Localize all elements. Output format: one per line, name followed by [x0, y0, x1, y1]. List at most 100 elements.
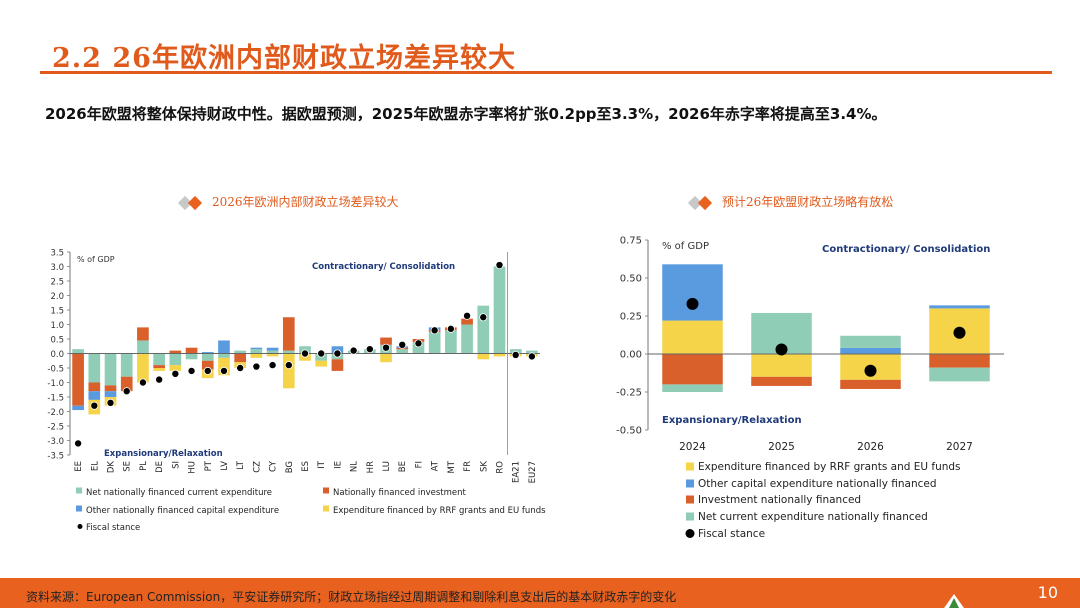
- bar-segment: [929, 305, 990, 309]
- legend-label: Other capital expenditure nationally fin…: [698, 478, 937, 490]
- bar-segment: [153, 368, 165, 371]
- bar-segment: [315, 360, 328, 367]
- fiscal-stance-point: [171, 369, 180, 378]
- bar-segment: [218, 340, 230, 354]
- fiscal-stance-point: [479, 313, 488, 322]
- x-category-label: 2025: [768, 441, 795, 453]
- x-category-label: BG: [285, 461, 295, 473]
- bar-segment: [201, 360, 214, 370]
- bar-segment: [201, 353, 214, 361]
- x-category-label: IT: [317, 460, 327, 469]
- footer-source-name: European Commission: [86, 590, 221, 604]
- fiscal-stance-point: [90, 401, 99, 410]
- bar-segment: [662, 320, 723, 354]
- fiscal-stance-point: [775, 343, 788, 356]
- footer-bar: [0, 578, 1080, 608]
- bar-segment: [185, 347, 198, 354]
- y-unit-label: % of GDP: [662, 241, 709, 252]
- fiscal-stance-point: [527, 352, 536, 361]
- bar-segment: [201, 352, 214, 354]
- y-tick-label: -2.5: [47, 423, 64, 433]
- fiscal-stance-point: [511, 350, 520, 359]
- bar-segment: [477, 305, 490, 354]
- legend-swatch: [686, 495, 694, 504]
- legend-swatch: [76, 487, 82, 494]
- bar-segment: [662, 354, 723, 385]
- x-category-label: DK: [107, 461, 117, 474]
- x-category-label: EE: [74, 461, 84, 472]
- slide-title: 2.2 26年欧洲内部财政立场差异较大: [52, 43, 516, 74]
- fiscal-stance-point: [236, 363, 245, 372]
- legend-label: Fiscal stance: [86, 523, 140, 533]
- x-category-label: PT: [204, 460, 214, 471]
- x-category-label: IE: [333, 461, 343, 469]
- x-category-label: LV: [220, 461, 230, 471]
- x-category-label: LU: [382, 461, 392, 472]
- x-category-label: CY: [269, 460, 279, 472]
- bar-segment: [461, 324, 473, 354]
- x-category-label: RO: [495, 461, 505, 474]
- bar-segment: [153, 353, 165, 366]
- bar-segment: [526, 350, 538, 354]
- bar-segment: [282, 317, 295, 351]
- legend-swatch: [686, 462, 694, 471]
- fiscal-stance-point: [495, 261, 504, 270]
- fiscal-stance-point: [430, 326, 439, 335]
- fiscal-stance-point: [187, 366, 196, 375]
- bar-segment: [840, 347, 901, 354]
- annotation-expansionary: Expansionary/Relaxation: [104, 449, 223, 459]
- y-tick-label: 0.00: [620, 350, 642, 361]
- x-category-label: NL: [350, 461, 360, 472]
- bar-segment: [72, 349, 84, 354]
- bar-segment: [396, 349, 409, 354]
- legend-label: Expenditure financed by RRF grants and E…: [333, 506, 546, 516]
- right-chart-title-text: 预计26年欧盟财政立场略有放松: [722, 195, 894, 209]
- x-category-label: AT: [431, 460, 441, 471]
- bar-segment: [169, 350, 182, 354]
- y-tick-label: 0.50: [620, 274, 642, 285]
- x-category-label: FR: [463, 461, 473, 472]
- y-tick-label: 2.5: [50, 278, 64, 288]
- bar-segment: [153, 365, 165, 368]
- x-category-label: PL: [139, 461, 149, 471]
- legend-label: Other nationally financed capital expend…: [86, 506, 279, 516]
- fiscal-stance-point: [252, 362, 261, 371]
- fiscal-stance-point: [398, 340, 407, 349]
- y-tick-label: 0.75: [620, 236, 642, 247]
- x-category-label: BE: [398, 461, 408, 472]
- logo-icon: [944, 594, 964, 608]
- y-tick-label: -0.50: [616, 426, 642, 437]
- y-tick-label: 0.25: [620, 312, 642, 323]
- bar-segment: [493, 266, 506, 354]
- bar-segment: [662, 384, 723, 392]
- y-tick-label: -0.25: [616, 388, 642, 399]
- fiscal-stance-point: [382, 343, 391, 352]
- x-category-label: EA21: [512, 461, 522, 483]
- x-category-label: MT: [447, 460, 457, 473]
- fiscal-stance-point: [463, 311, 472, 320]
- footer-source: 资料来源：European Commission，平安证券研究所；财政立场指经过…: [26, 588, 676, 605]
- x-category-label: HR: [366, 461, 376, 473]
- x-category-label: SE: [123, 461, 133, 472]
- y-tick-label: -2.0: [47, 408, 64, 418]
- x-category-label: LT: [236, 460, 246, 470]
- y-tick-label: -0.5: [47, 365, 64, 375]
- bar-segment: [169, 365, 182, 371]
- bar-segment: [218, 353, 230, 358]
- y-tick-label: -3.5: [47, 452, 64, 462]
- bar-segment: [120, 376, 133, 392]
- bar-segment: [929, 367, 990, 382]
- bar-segment: [72, 405, 84, 411]
- bar-segment: [104, 353, 117, 386]
- y-tick-label: 0.0: [50, 350, 64, 360]
- fiscal-stance-point: [686, 297, 699, 310]
- bar-segment: [88, 353, 101, 383]
- fiscal-stance-point: [155, 375, 164, 384]
- bar-segment: [662, 264, 723, 321]
- footer-note: ，平安证券研究所；财政立场指经过周期调整和剔除利息支出后的基本财政赤字的变化: [220, 590, 677, 604]
- bar-segment: [493, 353, 506, 357]
- bar-segment: [445, 330, 457, 354]
- x-category-label: SK: [479, 461, 489, 472]
- x-category-label: CZ: [252, 461, 262, 473]
